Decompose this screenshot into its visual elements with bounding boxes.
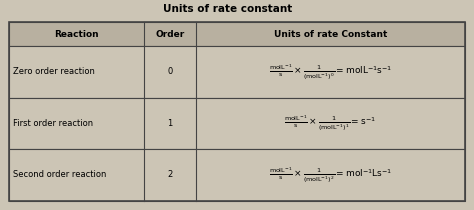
- Bar: [9, 22, 465, 201]
- Text: $\frac{\mathrm{molL}^{-1}}{\mathrm{s}} \times \frac{1}{(\mathrm{molL}^{-1})^{1}}: $\frac{\mathrm{molL}^{-1}}{\mathrm{s}} \…: [284, 113, 376, 133]
- Bar: [9, 149, 465, 201]
- Text: $\frac{\mathrm{molL}^{-1}}{\mathrm{s}} \times \frac{1}{(\mathrm{molL}^{-1})^{0}}: $\frac{\mathrm{molL}^{-1}}{\mathrm{s}} \…: [269, 62, 392, 82]
- Text: 2: 2: [167, 170, 173, 179]
- Text: Zero order reaction: Zero order reaction: [13, 67, 95, 76]
- Bar: [9, 46, 465, 98]
- Text: First order reaction: First order reaction: [13, 119, 93, 128]
- Text: $\frac{\mathrm{molL}^{-1}}{\mathrm{s}} \times \frac{1}{(\mathrm{molL}^{-1})^{2}}: $\frac{\mathrm{molL}^{-1}}{\mathrm{s}} \…: [269, 165, 392, 185]
- Text: Second order reaction: Second order reaction: [13, 170, 107, 179]
- Text: Order: Order: [155, 30, 184, 39]
- Bar: [9, 22, 465, 46]
- Text: 1: 1: [167, 119, 173, 128]
- Text: Reaction: Reaction: [55, 30, 99, 39]
- Text: Units of rate Constant: Units of rate Constant: [273, 30, 387, 39]
- Bar: [9, 98, 465, 149]
- Text: 0: 0: [167, 67, 173, 76]
- Text: Units of rate constant: Units of rate constant: [163, 4, 292, 14]
